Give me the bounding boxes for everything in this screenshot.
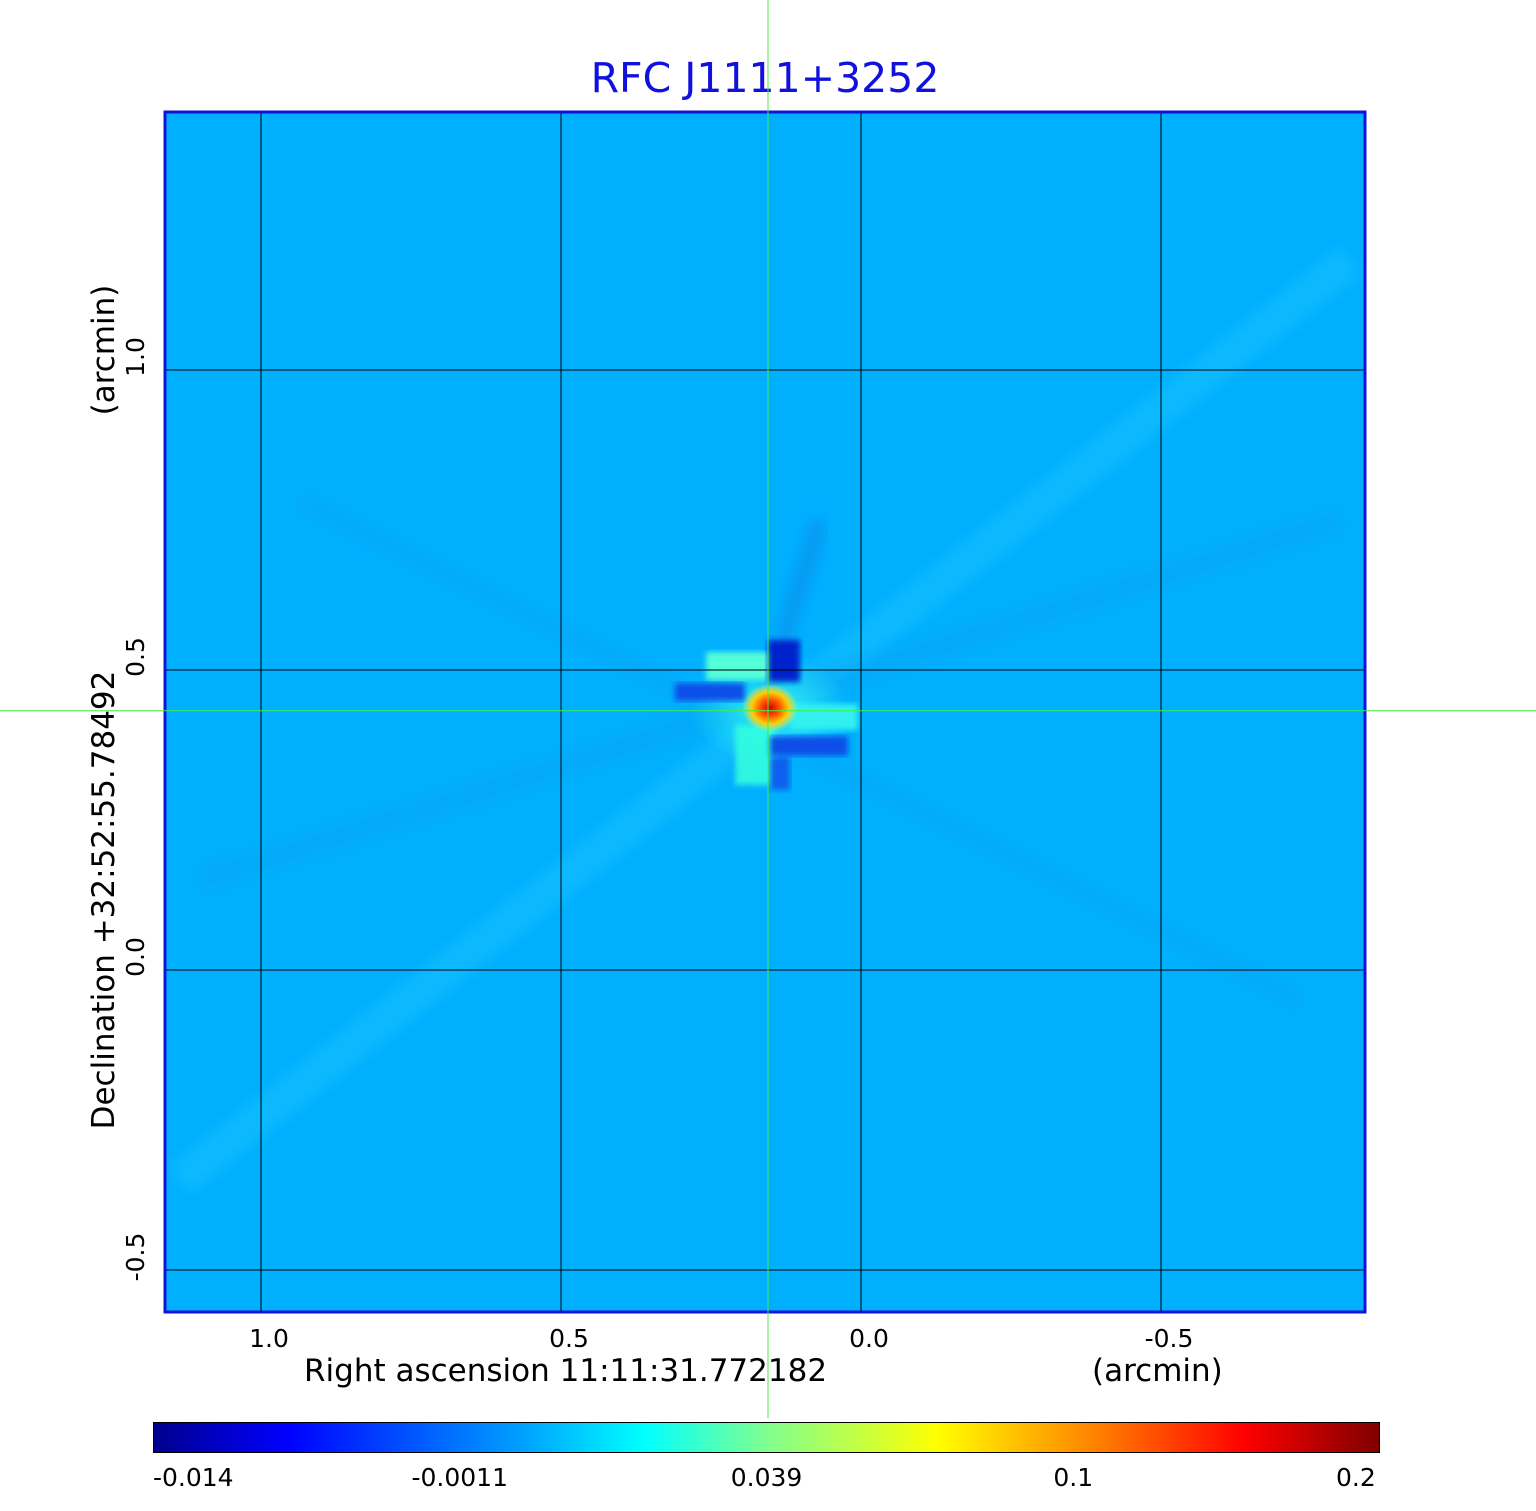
colorbar-label: 0.1 — [1053, 1463, 1094, 1492]
negative-feature — [770, 736, 848, 756]
coordinate-grid — [165, 112, 1365, 1312]
x-tick-label: 0.5 — [549, 1324, 589, 1353]
negative-feature — [768, 640, 800, 682]
x-axis-unit: (arcmin) — [1092, 1353, 1223, 1389]
sky-map[interactable] — [0, 0, 1536, 1420]
source-feature — [790, 704, 858, 730]
y-axis-label: Declination +32:52:55.78492 — [86, 670, 122, 1130]
x-tick-label: -0.5 — [1144, 1324, 1194, 1353]
colorbar-label: 0.039 — [730, 1463, 803, 1492]
chart-title: RFC J1111+3252 — [590, 54, 940, 102]
colorbar — [153, 1422, 1380, 1453]
x-tick-label: 1.0 — [249, 1324, 289, 1353]
colorbar-label: -0.0011 — [411, 1463, 509, 1492]
negative-feature — [770, 756, 790, 790]
source-feature — [735, 725, 775, 785]
plot-frame — [163, 110, 1367, 1314]
x-axis-label: Right ascension 11:11:31.772182 — [304, 1353, 828, 1389]
colorbar-label: -0.014 — [153, 1463, 234, 1492]
negative-feature — [675, 683, 745, 701]
colorbar-label: 0.2 — [1336, 1463, 1376, 1492]
image-structure — [169, 246, 1361, 1194]
y-tick-label: 0.5 — [121, 637, 150, 677]
source-peak — [742, 684, 798, 732]
x-tick-label: 0.0 — [849, 1324, 889, 1353]
source-feature — [706, 652, 776, 680]
y-axis-unit: (arcmin) — [86, 284, 122, 416]
y-tick-label: -0.5 — [121, 1232, 150, 1282]
y-tick-label: 0.0 — [121, 937, 150, 977]
y-tick-label: 1.0 — [121, 337, 150, 377]
